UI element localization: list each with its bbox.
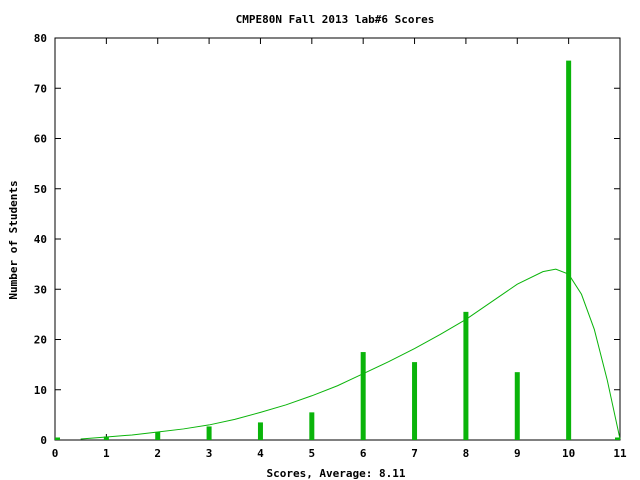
plot-area: 0 10 20 30 40 50 60 70 80 0 1 2 3 4 5 6 7 8 9 10 11 — [34, 32, 627, 460]
x-tick-label: 5 — [309, 447, 316, 460]
y-tick-label: 70 — [34, 82, 47, 95]
x-tick-label: 9 — [514, 447, 521, 460]
y-axis-label: Number of Students — [7, 180, 20, 299]
x-tick-label: 11 — [613, 447, 627, 460]
bar-score-11 — [615, 437, 620, 440]
y-tick-label: 80 — [34, 32, 47, 45]
plot-frame — [54, 37, 621, 441]
distribution-curve — [80, 268, 621, 440]
x-axis-label: Scores, Average: 8.11 — [266, 467, 405, 480]
y-tick-label: 40 — [34, 233, 47, 246]
y-tick-label: 0 — [40, 434, 47, 447]
x-tick-label: 0 — [52, 447, 59, 460]
y-tick-label: 10 — [34, 384, 47, 397]
bar-score-2 — [155, 431, 161, 440]
y-tick-label: 20 — [34, 334, 47, 347]
bar-score-0 — [55, 437, 60, 440]
y-tick-label: 60 — [34, 133, 47, 146]
x-tick-label: 6 — [360, 447, 367, 460]
x-tick-label: 2 — [154, 447, 161, 460]
bar-score-4 — [257, 422, 263, 440]
x-tick-label: 10 — [562, 447, 575, 460]
bar-score-1 — [103, 436, 109, 440]
y-tick-label: 30 — [34, 283, 47, 296]
x-tick-label: 8 — [463, 447, 470, 460]
bar-score-9 — [514, 372, 520, 440]
x-tick-label: 4 — [257, 447, 264, 460]
bar-score-7 — [412, 362, 418, 440]
bar-score-3 — [206, 426, 212, 440]
bar-score-5 — [309, 412, 315, 440]
x-tick-label: 3 — [206, 447, 213, 460]
bar-score-6 — [360, 352, 366, 440]
y-tick-label: 50 — [34, 183, 47, 196]
bar-score-10 — [566, 60, 572, 441]
chart-title: CMPE80N Fall 2013 lab#6 Scores — [236, 13, 435, 26]
bar-score-8 — [463, 311, 469, 440]
x-tick-label: 7 — [411, 447, 418, 460]
x-tick-label: 1 — [103, 447, 110, 460]
